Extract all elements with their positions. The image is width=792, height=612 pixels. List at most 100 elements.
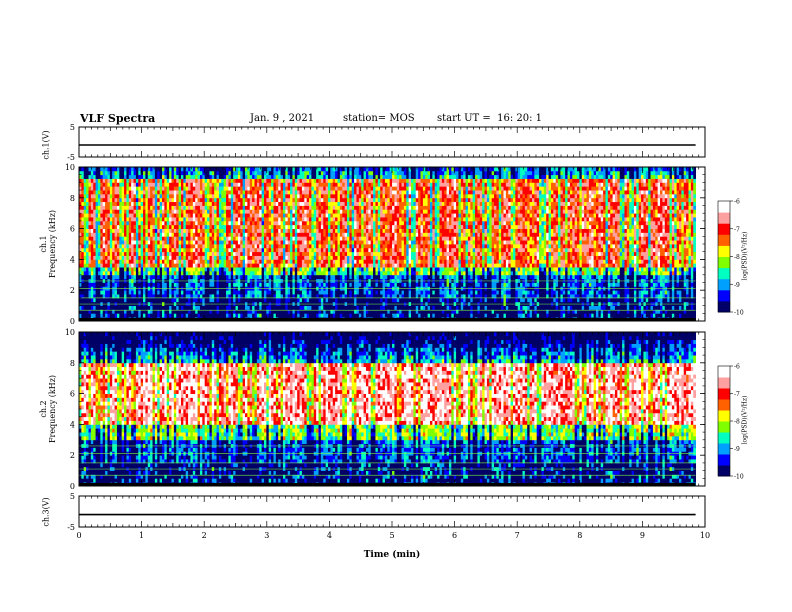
spectrogram-cell bbox=[129, 171, 132, 175]
spectrogram-cell bbox=[129, 229, 132, 233]
spectrogram-cell bbox=[117, 275, 120, 279]
spectrogram-cell bbox=[115, 275, 118, 279]
spectrogram-cell bbox=[176, 252, 179, 256]
spectrogram-cell bbox=[150, 206, 153, 210]
spectrogram-cell bbox=[183, 259, 186, 263]
spectrogram-cell bbox=[141, 194, 144, 198]
spectrogram-cell bbox=[112, 202, 115, 206]
spectrogram-cell bbox=[157, 209, 160, 213]
spectrogram-cell bbox=[124, 186, 127, 190]
spectrogram-cell bbox=[148, 182, 151, 186]
spectrogram-cell bbox=[136, 198, 139, 202]
spectrogram-cell bbox=[169, 283, 172, 287]
spectrogram-cell bbox=[88, 182, 91, 186]
spectrogram-cell bbox=[93, 306, 96, 310]
spectrogram-cell bbox=[110, 202, 113, 206]
spectrogram-cell bbox=[176, 190, 179, 194]
spectrogram-cell bbox=[115, 263, 118, 267]
spectrogram-cell bbox=[117, 306, 120, 310]
spectrogram-cell bbox=[84, 206, 87, 210]
spectrogram-cell bbox=[136, 194, 139, 198]
spectrogram-cell bbox=[93, 244, 96, 248]
spectrogram-cell bbox=[110, 248, 113, 252]
spectrogram-cell bbox=[119, 267, 122, 271]
spectrogram-cell bbox=[141, 306, 144, 310]
spectrogram-cell bbox=[148, 186, 151, 190]
spectrogram-cell bbox=[129, 252, 132, 256]
spectrogram-cell bbox=[110, 186, 113, 190]
spectrogram-cell bbox=[162, 256, 165, 260]
spectrogram-cell bbox=[122, 259, 125, 263]
spectrogram-cell bbox=[138, 271, 141, 275]
spectrogram-cell bbox=[136, 248, 139, 252]
spectrogram-cell bbox=[174, 275, 177, 279]
spectrogram-cell bbox=[183, 267, 186, 271]
spectrogram-cell bbox=[88, 259, 91, 263]
spectrogram-cell bbox=[157, 171, 160, 175]
spectrogram-cell bbox=[153, 175, 156, 179]
spectrogram-cell bbox=[138, 213, 141, 217]
spectrogram-cell bbox=[84, 202, 87, 206]
spectrogram-cell bbox=[98, 252, 101, 256]
spectrogram-cell bbox=[164, 202, 167, 206]
spectrogram-cell bbox=[136, 240, 139, 244]
spectrogram-cell bbox=[169, 182, 172, 186]
spectrogram-cell bbox=[91, 171, 94, 175]
spectrogram-cell bbox=[86, 198, 89, 202]
spectrogram-cell bbox=[171, 248, 174, 252]
spectrogram-cell bbox=[129, 267, 132, 271]
spectrogram-cell bbox=[160, 232, 163, 236]
spectrogram-cell bbox=[110, 275, 113, 279]
spectrogram-cell bbox=[131, 248, 134, 252]
spectrogram-cell bbox=[91, 206, 94, 210]
spectrogram-cell bbox=[91, 267, 94, 271]
spectrogram-cell bbox=[117, 198, 120, 202]
spectrogram-cell bbox=[110, 244, 113, 248]
spectrogram-cell bbox=[143, 202, 146, 206]
spectrogram-cell bbox=[115, 186, 118, 190]
spectrogram-cell bbox=[91, 186, 94, 190]
spectrogram-cell bbox=[93, 225, 96, 229]
spectrogram-cell bbox=[155, 267, 158, 271]
spectrogram-cell bbox=[131, 256, 134, 260]
spectrogram-cell bbox=[122, 263, 125, 267]
spectrogram-cell bbox=[195, 306, 198, 310]
spectrogram-cell bbox=[153, 217, 156, 221]
spectrogram-cell bbox=[124, 167, 127, 171]
spectrogram-cell bbox=[131, 263, 134, 267]
spectrogram-cell bbox=[183, 213, 186, 217]
spectrogram-cell bbox=[129, 182, 132, 186]
spectrogram-cell bbox=[141, 167, 144, 171]
spectrogram-cell bbox=[129, 290, 132, 294]
spectrogram-cell bbox=[126, 217, 129, 221]
spectrogram-cell bbox=[179, 267, 182, 271]
spectrogram-cell bbox=[181, 232, 184, 236]
spectrogram-cell bbox=[174, 283, 177, 287]
spectrogram-cell bbox=[110, 236, 113, 240]
spectrogram-cell bbox=[171, 236, 174, 240]
spectrogram-cell bbox=[193, 256, 196, 260]
spectrogram-cell bbox=[110, 194, 113, 198]
spectrogram-cell bbox=[134, 225, 137, 229]
spectrogram-cell bbox=[91, 198, 94, 202]
spectrogram-cell bbox=[105, 182, 108, 186]
spectrogram-cell bbox=[155, 240, 158, 244]
spectrogram-cell bbox=[195, 240, 198, 244]
spectrogram-cell bbox=[110, 290, 113, 294]
spectrogram-cell bbox=[96, 252, 99, 256]
spectrogram-cell bbox=[107, 225, 110, 229]
spectrogram-cell bbox=[117, 298, 120, 302]
spectrogram-cell bbox=[131, 179, 134, 183]
spectrogram-cell bbox=[124, 225, 127, 229]
spectrogram-cell bbox=[136, 202, 139, 206]
spectrogram-cell bbox=[179, 179, 182, 183]
spectrogram-cell bbox=[126, 252, 129, 256]
spectrogram-cell bbox=[186, 290, 189, 294]
spectrogram-cell bbox=[117, 313, 120, 317]
spectrogram-cell bbox=[169, 213, 172, 217]
spectrogram-cell bbox=[190, 306, 193, 310]
spectrogram-cell bbox=[105, 256, 108, 260]
spectrogram-cell bbox=[105, 298, 108, 302]
spectrogram-cell bbox=[107, 252, 110, 256]
spectrogram-cell bbox=[169, 267, 172, 271]
